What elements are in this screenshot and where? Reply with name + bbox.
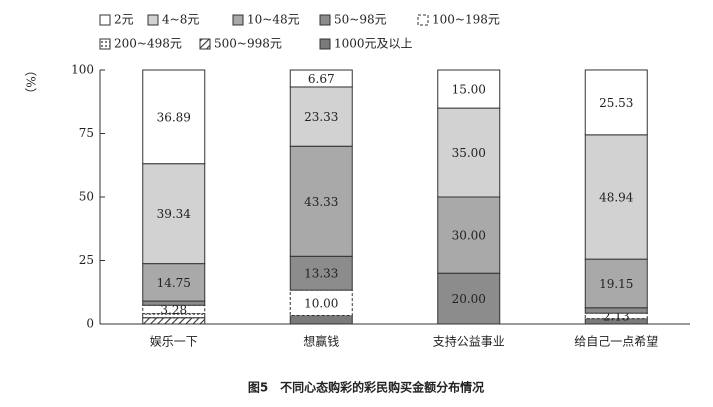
- legend-swatch: [417, 14, 429, 26]
- legend-swatch: [199, 38, 211, 50]
- value-label: 6.67: [308, 72, 335, 86]
- legend-swatch: [99, 38, 111, 50]
- y-tick-label: 0: [86, 317, 94, 331]
- y-tick-label: 100: [71, 63, 94, 77]
- value-label: 3.28: [160, 303, 187, 317]
- x-tick-label: 想赢钱: [303, 334, 339, 349]
- legend-label: 100~198元: [432, 13, 500, 27]
- bar-segment: [584, 307, 648, 314]
- x-tick-label: 支持公益事业: [433, 334, 505, 349]
- legend-swatch: [232, 14, 244, 26]
- bar-segment: [289, 255, 353, 291]
- legend-swatch: [99, 14, 111, 26]
- value-label: 15.00: [452, 83, 486, 97]
- x-tick-label: 给自己一点希望: [574, 334, 658, 349]
- bar-segment: [142, 300, 206, 306]
- bar-segment: [437, 196, 501, 274]
- legend-swatch: [319, 38, 331, 50]
- legend-label: 4~8元: [162, 13, 199, 27]
- bar-segment: [142, 317, 206, 325]
- bar-segment: [289, 315, 353, 325]
- y-tick-label: 25: [79, 253, 94, 267]
- bar-segment: [142, 263, 206, 302]
- caption: 图5 不同心态购彩的彩民购买金额分布情况: [248, 380, 484, 395]
- value-label: 35.00: [452, 146, 486, 160]
- bar-segment: [584, 69, 648, 136]
- value-label: 30.00: [452, 229, 486, 243]
- legend-label: 1000元及以上: [334, 37, 413, 51]
- bar-segment: [437, 69, 501, 109]
- legend-label: 200~498元: [114, 37, 182, 51]
- legend-label: 500~998元: [214, 37, 282, 51]
- legend-swatch: [147, 14, 159, 26]
- value-label: 13.33: [304, 267, 338, 281]
- value-label: 25.53: [599, 96, 633, 110]
- value-label: 19.15: [599, 277, 633, 291]
- bar-segment: [584, 318, 648, 325]
- bar-segment: [289, 145, 353, 257]
- bar-segment: [142, 69, 206, 165]
- bar-segment: [289, 69, 353, 88]
- legend-label: 10~48元: [247, 13, 300, 27]
- value-label: 43.33: [304, 195, 338, 209]
- x-tick-label: 娱乐一下: [150, 335, 198, 349]
- bar-segment: [437, 107, 501, 198]
- y-tick-label: 75: [79, 126, 94, 140]
- value-label: 10.00: [304, 296, 338, 310]
- y-tick-label: 50: [79, 190, 94, 204]
- value-label: 36.89: [157, 110, 191, 124]
- value-label: 20.00: [452, 292, 486, 306]
- bar-segment: [437, 272, 501, 325]
- legend-label: 2元: [114, 13, 134, 27]
- value-label: 39.34: [157, 207, 192, 221]
- value-label: 14.75: [157, 276, 191, 290]
- value-label: 48.94: [599, 190, 634, 204]
- bar-segment: [289, 86, 353, 147]
- legend-swatch: [319, 14, 331, 26]
- value-label: 23.33: [304, 110, 338, 124]
- legend-label: 50~98元: [334, 13, 387, 27]
- y-axis-label: （%）: [24, 64, 38, 99]
